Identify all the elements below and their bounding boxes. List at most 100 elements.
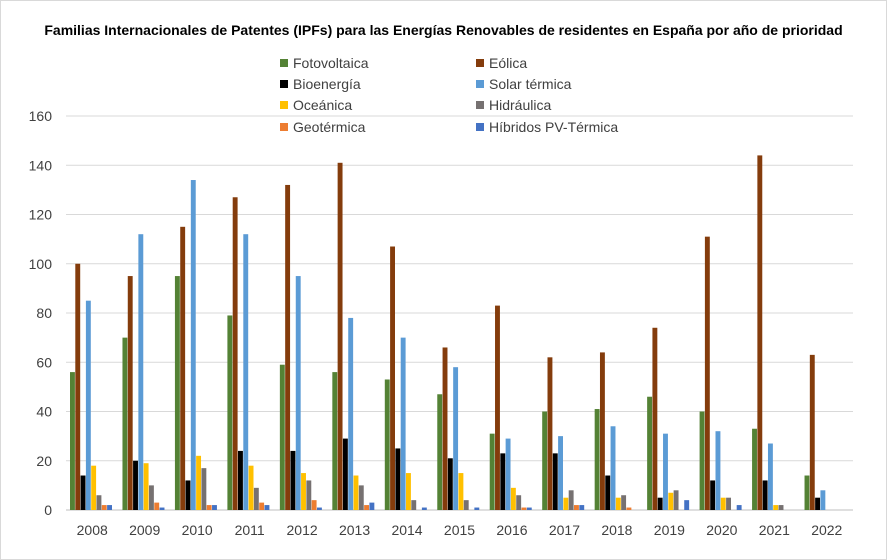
bar-oceanica-2010 bbox=[196, 455, 202, 510]
bar-solar-termica-2021 bbox=[767, 443, 773, 510]
bar-bioenergia-2021 bbox=[762, 480, 768, 510]
bar-oceanica-2012 bbox=[301, 473, 306, 510]
y-tick-label: 120 bbox=[29, 207, 53, 223]
legend-label-fotovoltaica: Fotovoltaica bbox=[293, 55, 369, 71]
bar-fotovoltaica-2021 bbox=[752, 428, 757, 510]
bar-hidraulica-2017 bbox=[568, 490, 574, 510]
bar-hibridos-pv-termica-2020 bbox=[736, 505, 742, 510]
bar-fotovoltaica-2011 bbox=[227, 315, 233, 510]
bar-bioenergia-2019 bbox=[657, 497, 663, 510]
bar-geotermica-2009 bbox=[154, 502, 160, 510]
bar-hidraulica-2014 bbox=[411, 500, 417, 510]
bar-oceanica-2020 bbox=[720, 497, 726, 510]
bar-fotovoltaica-2013 bbox=[332, 372, 338, 510]
bar-hidraulica-2011 bbox=[253, 487, 259, 510]
x-axis-ticks: 2008 2009 2010 2011 2012 2013 2014 2015 2016 2017… bbox=[77, 522, 843, 538]
bar-geotermica-2012 bbox=[311, 500, 317, 510]
bar-solar-termica-2009 bbox=[138, 234, 144, 510]
bar-solar-termica-2020 bbox=[715, 431, 721, 510]
bar-bioenergia-2011 bbox=[238, 450, 243, 510]
bar-hidraulica-2018 bbox=[621, 495, 627, 510]
x-tick-label: 2014 bbox=[391, 522, 422, 538]
legend-label-hidraulica: Hidráulica bbox=[489, 97, 551, 113]
bar-solar-termica-2008 bbox=[85, 300, 91, 510]
bar-hibridos-pv-termica-2013 bbox=[369, 502, 375, 510]
bar-eolica-2010 bbox=[180, 226, 186, 510]
legend: Fotovoltaica Eólica Bioenergía Solar térmic… bbox=[280, 55, 618, 135]
bar-fotovoltaica-2008 bbox=[70, 372, 75, 510]
bar-bioenergia-2014 bbox=[395, 448, 401, 510]
bar-eolica-2019 bbox=[652, 327, 658, 510]
bar-fotovoltaica-2014 bbox=[384, 379, 390, 510]
x-tick-label: 2013 bbox=[339, 522, 370, 538]
bar-fotovoltaica-2022 bbox=[804, 475, 810, 510]
bar-geotermica-2013 bbox=[364, 505, 370, 510]
bar-hibridos-pv-termica-2009 bbox=[159, 507, 165, 510]
bar-fotovoltaica-2017 bbox=[542, 411, 548, 510]
x-tick-label: 2018 bbox=[601, 522, 632, 538]
bar-oceanica-2016 bbox=[510, 487, 516, 510]
bar-solar-termica-2012 bbox=[295, 276, 301, 510]
bar-bioenergia-2016 bbox=[500, 453, 506, 510]
y-tick-label: 80 bbox=[36, 305, 52, 321]
bar-bioenergia-2010 bbox=[185, 480, 191, 510]
bar-hibridos-pv-termica-2011 bbox=[264, 505, 270, 510]
bar-solar-termica-2016 bbox=[505, 438, 511, 510]
bar-solar-termica-2013 bbox=[348, 317, 354, 510]
bar-bioenergia-2012 bbox=[290, 450, 296, 510]
bar-eolica-2016 bbox=[495, 305, 500, 510]
bar-bioenergia-2017 bbox=[552, 453, 558, 510]
x-tick-label: 2017 bbox=[549, 522, 580, 538]
y-tick-label: 20 bbox=[36, 453, 52, 469]
bar-hidraulica-2020 bbox=[726, 497, 731, 510]
bar-eolica-2014 bbox=[390, 246, 395, 510]
legend-swatch-hidraulica bbox=[476, 101, 484, 109]
x-tick-label: 2015 bbox=[444, 522, 475, 538]
legend-label-geotermica: Geotérmica bbox=[293, 119, 366, 135]
bar-oceanica-2018 bbox=[615, 497, 621, 510]
bar-solar-termica-2019 bbox=[663, 433, 668, 510]
bar-hidraulica-2016 bbox=[516, 495, 522, 510]
bar-eolica-2020 bbox=[704, 236, 710, 510]
bars bbox=[70, 155, 826, 511]
bar-hibridos-pv-termica-2012 bbox=[316, 507, 322, 510]
legend-label-solar-termica: Solar térmica bbox=[489, 76, 572, 92]
bar-geotermica-2018 bbox=[626, 507, 632, 510]
legend-swatch-eolica bbox=[476, 59, 484, 67]
bar-solar-termica-2017 bbox=[558, 436, 563, 511]
legend-swatch-solar-termica bbox=[476, 80, 484, 88]
bar-eolica-2017 bbox=[547, 357, 553, 510]
bar-eolica-2018 bbox=[599, 352, 605, 510]
x-tick-label: 2019 bbox=[654, 522, 685, 538]
bar-bioenergia-2009 bbox=[133, 460, 138, 510]
y-tick-label: 40 bbox=[36, 404, 52, 420]
bar-bioenergia-2015 bbox=[447, 458, 453, 510]
bar-fotovoltaica-2016 bbox=[489, 433, 495, 510]
bar-oceanica-2013 bbox=[353, 475, 359, 510]
bar-fotovoltaica-2015 bbox=[437, 394, 443, 510]
gridlines bbox=[66, 115, 853, 511]
bar-hidraulica-2008 bbox=[96, 495, 102, 510]
bar-bioenergia-2020 bbox=[710, 480, 716, 510]
chart-title: Familias Internacionales de Patentes (IP… bbox=[44, 22, 843, 38]
bar-hibridos-pv-termica-2019 bbox=[684, 500, 690, 510]
bar-oceanica-2019 bbox=[668, 492, 674, 510]
bar-hidraulica-2019 bbox=[673, 490, 679, 510]
bar-hidraulica-2012 bbox=[306, 480, 312, 510]
bar-hidraulica-2010 bbox=[201, 468, 207, 510]
y-tick-label: 140 bbox=[29, 157, 53, 173]
bar-solar-termica-2018 bbox=[610, 426, 616, 510]
legend-label-oceanica: Oceánica bbox=[293, 97, 352, 113]
bar-solar-termica-2011 bbox=[243, 234, 249, 510]
x-tick-label: 2016 bbox=[496, 522, 527, 538]
legend-swatch-hibridos-pv-termica bbox=[476, 123, 484, 131]
y-tick-label: 160 bbox=[29, 108, 53, 124]
bar-hidraulica-2009 bbox=[148, 485, 154, 511]
x-tick-label: 2022 bbox=[811, 522, 842, 538]
x-tick-label: 2011 bbox=[235, 522, 265, 538]
y-axis-ticks: 0 20 40 60 80 100 120 140 160 bbox=[29, 108, 53, 518]
legend-label-eolica: Eólica bbox=[489, 55, 527, 71]
x-tick-label: 2009 bbox=[129, 522, 160, 538]
bar-fotovoltaica-2020 bbox=[699, 411, 705, 510]
